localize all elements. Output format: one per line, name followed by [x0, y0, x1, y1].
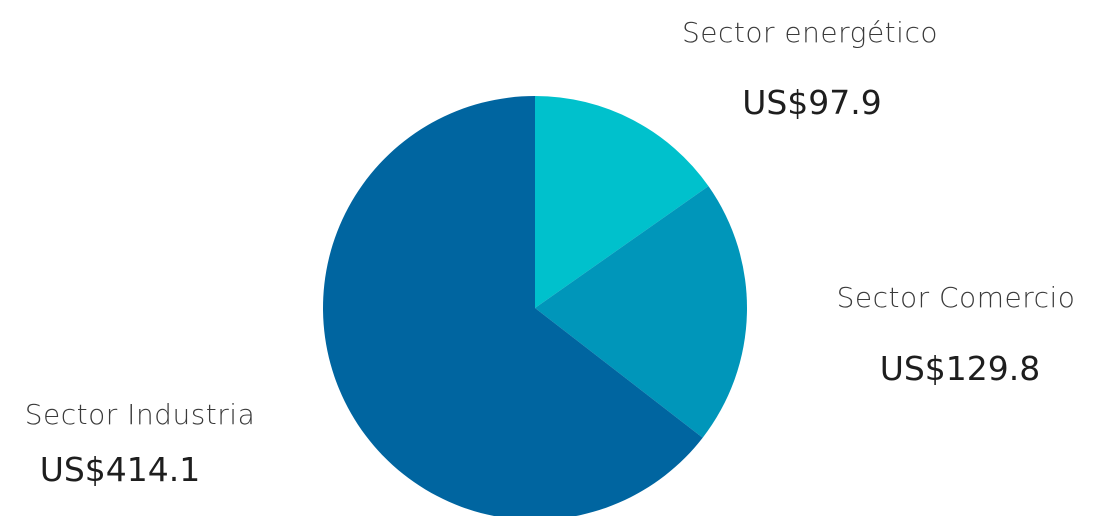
- slice-label-industria: Sector Industria: [25, 398, 255, 431]
- slice-value-industria: US$414.1: [40, 450, 201, 489]
- label-group-comercio: Sector Comercio US$129.8: [837, 281, 1076, 388]
- slice-energetico: [535, 96, 709, 308]
- slice-value-comercio: US$129.8: [880, 349, 1041, 388]
- pie-slices: [323, 96, 748, 516]
- slice-value-energetico: US$97.9: [742, 83, 882, 122]
- slice-industria: [323, 96, 703, 516]
- slice-label-comercio: Sector Comercio: [837, 281, 1076, 314]
- label-group-industria: Sector Industria US$414.1: [25, 398, 255, 489]
- slice-comercio: [535, 186, 748, 438]
- slice-label-energetico: Sector energético: [682, 16, 938, 49]
- label-group-energetico: Sector energético US$97.9: [682, 16, 938, 122]
